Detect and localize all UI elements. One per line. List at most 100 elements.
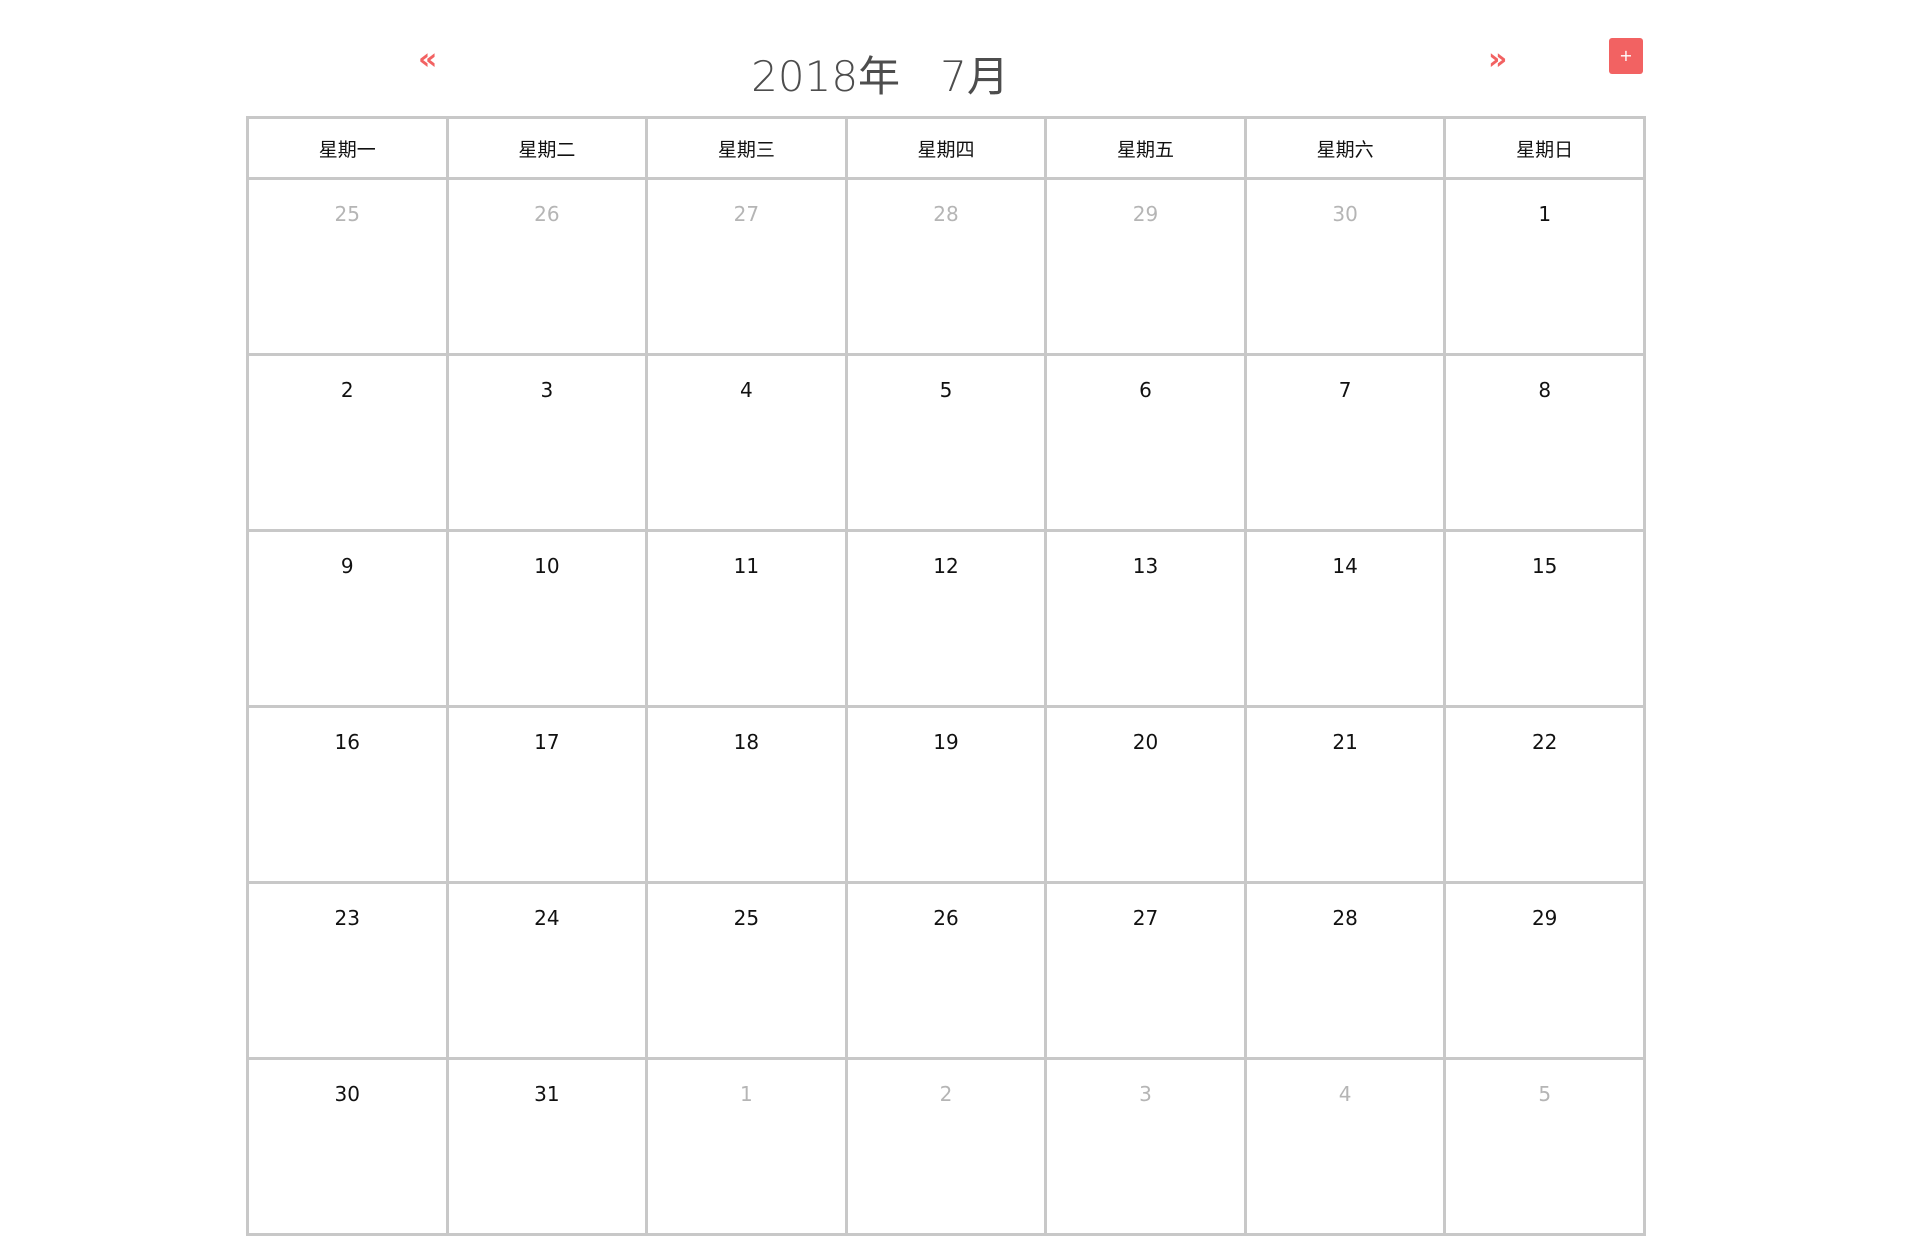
- next-month-button[interactable]: »: [1488, 42, 1508, 77]
- day-number: 2: [939, 1082, 953, 1106]
- weekday-header: 星期日: [1443, 116, 1646, 180]
- day-cell[interactable]: 26: [844, 881, 1048, 1060]
- day-cell[interactable]: 12: [844, 529, 1048, 708]
- day-cell[interactable]: 24: [445, 881, 649, 1060]
- weekday-header-row: 星期一 星期二 星期三 星期四 星期五 星期六 星期日: [246, 116, 1646, 180]
- day-cell[interactable]: 14: [1243, 529, 1447, 708]
- day-number: 30: [334, 1082, 360, 1106]
- day-cell[interactable]: 9: [246, 529, 449, 708]
- week-row: 16 17 18 19 20 21 22: [246, 705, 1646, 884]
- day-number: 13: [1132, 554, 1159, 578]
- day-cell[interactable]: 16: [246, 705, 449, 884]
- calendar-body: 25 26 27 28 29 30 1 2 3 4 5 6 7 8 9 10 11 12 13 14 15 16 17 18 1…: [246, 177, 1646, 1236]
- weekday-header: 星期三: [645, 116, 848, 180]
- week-row: 23 24 25 26 27 28 29: [246, 881, 1646, 1060]
- day-cell[interactable]: 13: [1044, 529, 1247, 708]
- day-cell[interactable]: 19: [844, 705, 1048, 884]
- day-number: 9: [340, 554, 354, 578]
- day-cell[interactable]: 5: [844, 353, 1048, 532]
- day-number: 20: [1132, 730, 1159, 754]
- day-number: 24: [534, 906, 560, 930]
- day-cell[interactable]: 8: [1443, 353, 1646, 532]
- weekday-header: 星期四: [844, 116, 1048, 180]
- day-cell[interactable]: 25: [645, 881, 848, 1060]
- day-number: 19: [933, 730, 959, 754]
- day-cell[interactable]: 4: [645, 353, 848, 532]
- prev-month-button[interactable]: «: [418, 42, 438, 77]
- day-cell[interactable]: 10: [445, 529, 649, 708]
- day-cell[interactable]: 31: [445, 1057, 649, 1236]
- day-cell[interactable]: 27: [1044, 881, 1247, 1060]
- day-number: 5: [1538, 1082, 1552, 1106]
- day-cell-other-month[interactable]: 26: [445, 177, 649, 356]
- month-title: 2018年 7月: [751, 52, 1009, 101]
- day-number: 1: [1538, 202, 1552, 226]
- day-number: 23: [334, 906, 360, 930]
- day-number: 29: [1531, 906, 1558, 930]
- day-number: 28: [933, 202, 959, 226]
- day-cell[interactable]: 15: [1443, 529, 1646, 708]
- week-row: 30 31 1 2 3 4 5: [246, 1057, 1646, 1236]
- day-number: 18: [733, 730, 760, 754]
- day-cell-other-month[interactable]: 2: [844, 1057, 1048, 1236]
- day-number: 26: [534, 202, 560, 226]
- day-number: 21: [1332, 730, 1358, 754]
- week-row: 2 3 4 5 6 7 8: [246, 353, 1646, 532]
- day-number: 15: [1531, 554, 1558, 578]
- day-number: 30: [1332, 202, 1358, 226]
- day-cell-other-month[interactable]: 5: [1443, 1057, 1646, 1236]
- day-cell[interactable]: 21: [1243, 705, 1447, 884]
- day-number: 29: [1132, 202, 1159, 226]
- day-cell[interactable]: 3: [445, 353, 649, 532]
- day-number: 14: [1332, 554, 1358, 578]
- day-number: 5: [939, 378, 953, 402]
- day-cell-other-month[interactable]: 27: [645, 177, 848, 356]
- day-cell[interactable]: 11: [645, 529, 848, 708]
- day-cell[interactable]: 18: [645, 705, 848, 884]
- day-cell[interactable]: 2: [246, 353, 449, 532]
- day-number: 6: [1139, 378, 1152, 402]
- day-number: 31: [534, 1082, 560, 1106]
- week-row: 9 10 11 12 13 14 15: [246, 529, 1646, 708]
- day-number: 27: [733, 202, 760, 226]
- day-number: 28: [1332, 906, 1358, 930]
- day-cell[interactable]: 29: [1443, 881, 1646, 1060]
- day-cell-other-month[interactable]: 1: [645, 1057, 848, 1236]
- day-cell[interactable]: 20: [1044, 705, 1247, 884]
- day-cell[interactable]: 7: [1243, 353, 1447, 532]
- day-cell-other-month[interactable]: 4: [1243, 1057, 1447, 1236]
- day-cell[interactable]: 6: [1044, 353, 1247, 532]
- day-number: 25: [733, 906, 760, 930]
- day-cell-other-month[interactable]: 30: [1243, 177, 1447, 356]
- calendar-header: « 2018年 7月 » +: [0, 0, 1920, 118]
- day-number: 22: [1531, 730, 1558, 754]
- week-row: 25 26 27 28 29 30 1: [246, 177, 1646, 356]
- day-cell-other-month[interactable]: 3: [1044, 1057, 1247, 1236]
- day-number: 12: [933, 554, 959, 578]
- day-number: 11: [733, 554, 760, 578]
- day-number: 8: [1538, 378, 1552, 402]
- day-cell-other-month[interactable]: 25: [246, 177, 449, 356]
- weekday-header: 星期五: [1044, 116, 1247, 180]
- day-number: 2: [340, 378, 354, 402]
- day-number: 27: [1132, 906, 1159, 930]
- day-cell-other-month[interactable]: 29: [1044, 177, 1247, 356]
- day-cell[interactable]: 22: [1443, 705, 1646, 884]
- day-cell[interactable]: 1: [1443, 177, 1646, 356]
- day-number: 25: [334, 202, 360, 226]
- day-number: 4: [740, 378, 753, 402]
- day-number: 10: [534, 554, 560, 578]
- weekday-header: 星期一: [246, 116, 449, 180]
- day-cell[interactable]: 28: [1243, 881, 1447, 1060]
- day-number: 3: [540, 378, 554, 402]
- day-cell-other-month[interactable]: 28: [844, 177, 1048, 356]
- add-event-button[interactable]: +: [1609, 38, 1643, 74]
- day-number: 26: [933, 906, 959, 930]
- day-cell[interactable]: 23: [246, 881, 449, 1060]
- day-cell[interactable]: 17: [445, 705, 649, 884]
- day-number: 1: [740, 1082, 753, 1106]
- calendar-grid: 星期一 星期二 星期三 星期四 星期五 星期六 星期日 25 26 27 28 29 30…: [246, 116, 1646, 1236]
- day-number: 16: [334, 730, 360, 754]
- day-cell[interactable]: 30: [246, 1057, 449, 1236]
